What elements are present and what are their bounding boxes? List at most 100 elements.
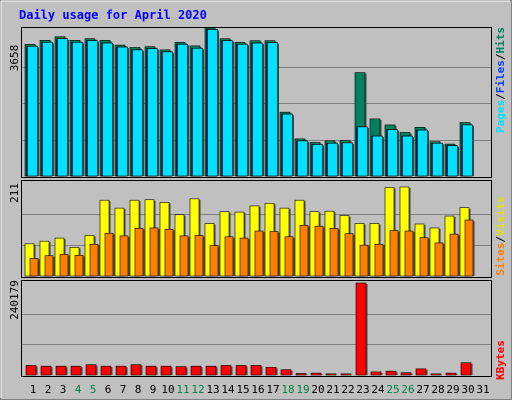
kbytes-bar — [325, 373, 338, 376]
day-label: 23 — [356, 383, 369, 396]
pages-bar — [222, 40, 234, 177]
sites-bar — [104, 232, 115, 277]
pages-bar — [132, 49, 144, 177]
kbytes-bar — [205, 365, 218, 376]
kbytes-bar — [370, 371, 383, 376]
pages-bar — [357, 126, 369, 177]
pages-bar — [252, 42, 264, 177]
kbytes-bar — [235, 365, 248, 376]
sites-bar — [404, 230, 415, 277]
kbytes-bar — [265, 367, 278, 376]
day-label: 6 — [105, 383, 112, 396]
sites-bar — [59, 254, 70, 277]
legend-pages: Pages — [494, 100, 507, 133]
sites-bar — [434, 242, 445, 277]
pages-bar — [342, 142, 354, 177]
day-label: 20 — [311, 383, 324, 396]
kbytes-bar — [100, 365, 113, 376]
kbytes-bar — [115, 365, 128, 376]
day-label: 18 — [281, 383, 294, 396]
legend-sep-3: / — [494, 236, 507, 243]
sites-bar — [284, 236, 295, 277]
day-label: 4 — [75, 383, 82, 396]
sites-bar — [29, 258, 40, 277]
sites-bar — [344, 233, 355, 277]
pages-bar — [237, 43, 249, 177]
kbytes-bar — [25, 365, 38, 376]
sites-bar — [389, 230, 400, 277]
day-label: 17 — [266, 383, 279, 396]
visits-max-label: 211 — [8, 183, 21, 203]
pages-bar — [432, 142, 444, 177]
pages-bar — [162, 51, 174, 177]
pages-bar — [447, 145, 459, 177]
day-label: 1 — [30, 383, 37, 396]
day-label: 13 — [206, 383, 219, 396]
pages-bar — [177, 43, 189, 177]
kbytes-bar — [340, 373, 353, 376]
sites-bar — [359, 244, 370, 277]
legend-sites-visits: Sites/Visits — [494, 196, 507, 276]
sites-bar — [74, 254, 85, 277]
pages-bar — [42, 41, 54, 177]
sites-bar — [419, 237, 430, 277]
pages-bar — [87, 40, 99, 177]
sites-bar — [164, 228, 175, 277]
day-label: 22 — [341, 383, 354, 396]
day-label: 29 — [446, 383, 459, 396]
day-label: 8 — [135, 383, 142, 396]
sites-bar — [449, 233, 460, 277]
kbytes-bar — [55, 365, 68, 376]
pages-bar — [72, 41, 84, 177]
kbytes-bar — [385, 370, 398, 376]
sites-bar — [89, 243, 100, 277]
pages-bar — [117, 46, 129, 177]
kbytes-bar — [355, 282, 368, 376]
hits-max-label: 3658 — [8, 45, 21, 72]
sites-bar — [209, 245, 220, 277]
pages-bar — [57, 38, 69, 177]
pages-bar — [402, 135, 414, 177]
day-label: 31 — [476, 383, 489, 396]
sites-bar — [119, 235, 130, 277]
day-label: 5 — [90, 383, 97, 396]
day-label: 16 — [251, 383, 264, 396]
kbytes-bar — [460, 362, 473, 376]
kbytes-bar — [40, 365, 53, 376]
legend-visits: Visits — [494, 196, 507, 236]
sites-bar — [374, 243, 385, 277]
sites-bar — [269, 231, 280, 277]
panel-kbytes-frame — [21, 280, 492, 377]
kbytes-bar — [160, 365, 173, 376]
chart-title: Daily usage for April 2020 — [19, 8, 207, 22]
day-label: 26 — [401, 383, 414, 396]
kbytes-max-label: 240179 — [8, 280, 21, 320]
day-label: 15 — [236, 383, 249, 396]
day-label: 2 — [45, 383, 52, 396]
sites-bar — [134, 228, 145, 277]
sites-bar — [314, 225, 325, 277]
pages-bar — [267, 42, 279, 177]
legend-sep-2: / — [494, 53, 507, 60]
pages-bar — [207, 29, 219, 177]
pages-bar — [462, 124, 474, 177]
sites-bar — [194, 235, 205, 277]
pages-bar — [297, 140, 309, 177]
sites-bar — [239, 237, 250, 277]
legend-files: Files — [494, 60, 507, 93]
kbytes-bar — [175, 366, 188, 376]
pages-bar — [372, 135, 384, 177]
day-label: 25 — [386, 383, 399, 396]
kbytes-bar — [310, 372, 323, 376]
day-label: 27 — [416, 383, 429, 396]
legend-sep-1: / — [494, 93, 507, 100]
kbytes-bar — [250, 365, 263, 376]
legend-hits-files-pages: Pages/Files/Hits — [494, 27, 507, 133]
kbytes-bar — [445, 372, 458, 376]
kbytes-bar — [400, 372, 413, 376]
sites-bar — [44, 255, 55, 277]
pages-bar — [147, 48, 159, 177]
x-axis-labels: 1 2 3 4 5 6 7 8 9 10 11 12 13 14 15 16 17 18 19 20 21 22 23 24 2… — [30, 383, 490, 396]
kbytes-bar — [280, 369, 293, 376]
